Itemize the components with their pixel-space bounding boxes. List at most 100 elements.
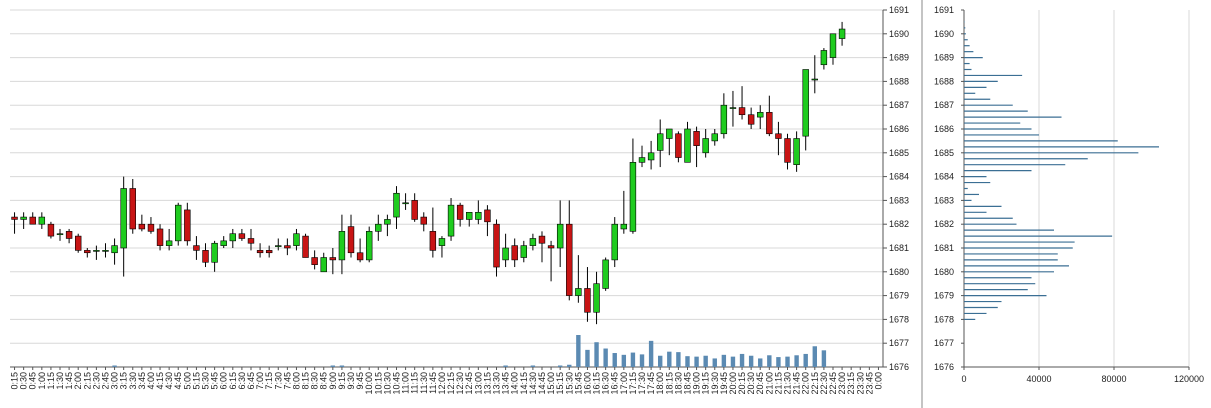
x-tick-label: 19:30: [710, 372, 720, 395]
candle-body: [375, 223, 382, 232]
x-tick-label: 0:30: [19, 372, 29, 390]
x-tick-label: 9:15: [337, 372, 347, 390]
y-tick-label: 1688: [889, 76, 909, 86]
x-tick-label: 20:00: [728, 372, 738, 395]
candle-body: [302, 235, 309, 258]
x-tick-label: 22:15: [810, 372, 820, 395]
x-tick-label: 12:45: [464, 372, 474, 395]
candle-body: [738, 107, 746, 116]
candle-body: [566, 223, 573, 296]
profile-x-tick-label: 0: [961, 374, 966, 384]
candle-body: [411, 200, 418, 220]
x-tick-label: 3:45: [137, 372, 147, 390]
candle-body: [329, 257, 337, 261]
x-tick-label: 20:30: [746, 372, 756, 395]
candle-body: [538, 235, 546, 244]
x-tick-label: 11:15: [410, 372, 420, 394]
x-tick-label: 7:45: [282, 372, 292, 390]
candle-body: [766, 112, 773, 135]
y-tick-label: 1679: [889, 291, 909, 301]
x-tick-label: 23:00: [837, 372, 847, 395]
candle-body: [511, 245, 518, 261]
x-tick-label: 8:45: [319, 372, 329, 390]
profile-x-tick-label: 120000: [1174, 374, 1204, 384]
x-tick-label: 20:15: [737, 372, 747, 395]
y-tick-label: 1680: [889, 267, 909, 277]
candle-body: [647, 152, 655, 161]
x-tick-label: 6:00: [219, 372, 229, 390]
candle-body: [556, 223, 564, 249]
x-tick-label: 15:30: [564, 372, 574, 395]
y-tick-label: 1681: [889, 243, 909, 253]
candle-body: [102, 250, 109, 252]
candle-body: [275, 245, 282, 247]
candle-body: [65, 231, 73, 239]
candle-body: [265, 250, 273, 254]
candle-body: [256, 250, 264, 254]
candle-body: [365, 231, 373, 261]
candle-body: [74, 235, 82, 251]
candle-body: [675, 133, 682, 158]
volume-bar: [594, 342, 599, 367]
x-tick-label: 1:45: [64, 372, 74, 390]
volume-bar: [730, 356, 736, 367]
x-tick-label: 1:00: [37, 372, 47, 390]
candle-body: [11, 216, 18, 220]
x-tick-label: 14:30: [528, 372, 538, 395]
candle-body: [838, 28, 846, 39]
profile-x-tick-label: 40000: [1026, 374, 1051, 384]
candle-body: [193, 245, 200, 251]
candle-body: [38, 216, 46, 225]
candle-body: [493, 223, 500, 268]
x-tick-label: 15:45: [573, 372, 583, 395]
candle-body: [602, 259, 609, 289]
x-tick-label: 21:00: [764, 372, 774, 395]
candle-body: [238, 233, 246, 239]
profile-y-tick-label: 1676: [934, 362, 954, 372]
x-tick-label: 5:00: [182, 372, 192, 390]
volume-bar: [112, 365, 117, 367]
x-tick-label: 3:30: [128, 372, 138, 390]
volume-bar: [648, 340, 654, 367]
x-tick-label: 17:30: [637, 372, 647, 395]
x-tick-label: 4:15: [155, 372, 165, 390]
candle-body: [347, 226, 355, 254]
candle-body: [229, 233, 237, 242]
x-tick-label: 22:45: [828, 372, 838, 395]
x-tick-label: 5:15: [191, 372, 201, 390]
candle-body: [775, 133, 782, 139]
x-tick-label: 14:45: [537, 372, 547, 395]
candle-body: [584, 288, 591, 313]
profile-y-tick-label: 1679: [934, 291, 954, 301]
x-tick-label: 23:45: [864, 372, 874, 395]
candle-body: [438, 238, 446, 246]
profile-y-tick-label: 1678: [934, 314, 954, 324]
candle-body: [211, 242, 218, 263]
y-tick-label: 1685: [889, 148, 909, 158]
profile-y-tick-label: 1680: [934, 267, 954, 277]
x-tick-label: 7:00: [255, 372, 265, 390]
candle-body: [320, 257, 327, 273]
x-tick-label: 10:00: [364, 372, 374, 395]
candle-body: [793, 138, 800, 166]
candle-body: [284, 245, 291, 249]
volume-bar: [530, 365, 536, 367]
candle-body: [611, 223, 618, 261]
candle-body: [393, 192, 400, 218]
x-tick-label: 10:30: [382, 372, 392, 395]
candle-body: [666, 128, 673, 139]
x-tick-label: 11:00: [401, 372, 411, 394]
y-tick-label: 1686: [889, 124, 909, 134]
candle-body: [729, 107, 737, 109]
volume-bar: [503, 365, 508, 367]
candle-body: [747, 114, 755, 125]
x-tick-label: 0:45: [28, 372, 38, 390]
x-tick-label: 23:30: [855, 372, 865, 395]
volume-bar: [821, 350, 827, 367]
candle-body: [702, 138, 709, 154]
x-tick-label: 12:00: [437, 372, 447, 395]
x-tick-label: 1:30: [55, 372, 65, 390]
x-tick-label: 18:30: [673, 372, 683, 395]
